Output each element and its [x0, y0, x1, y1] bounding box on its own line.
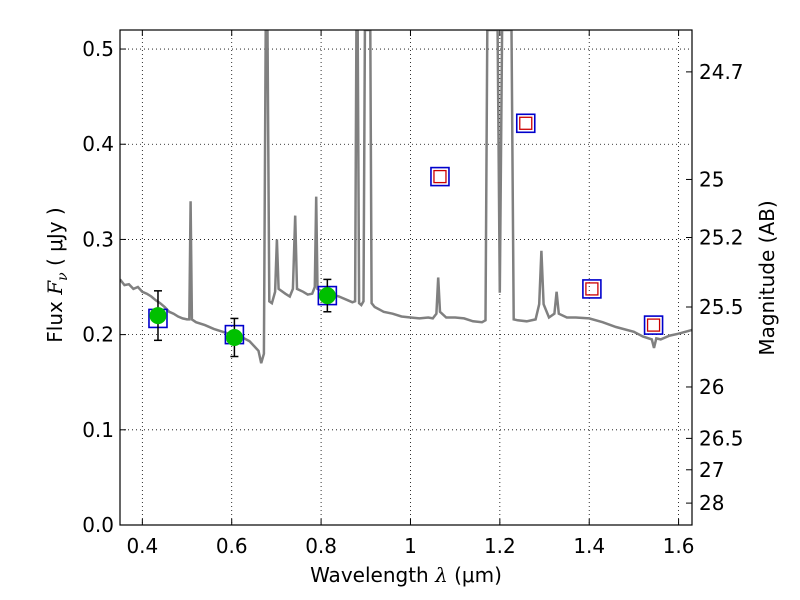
x-tick-label: 1: [404, 534, 417, 558]
upper-limit-marker: [519, 116, 533, 130]
upper-limit-marker: [646, 318, 661, 332]
x-tick-label: 1.2: [484, 534, 516, 558]
x-axis-label: Wavelength λ (μm): [310, 563, 502, 587]
magnitude-tick-label: 25.5: [699, 295, 744, 319]
magnitude-tick-label: 26.5: [699, 426, 744, 450]
upper-limit-marker: [585, 282, 599, 296]
x-tick-label: 0.8: [305, 534, 337, 558]
y-tick-label: 0.1: [82, 418, 114, 442]
x-tick-label: 1.6: [663, 534, 695, 558]
plot-frame: [119, 29, 693, 526]
grid-lines: [120, 30, 692, 526]
observed-point: [318, 287, 336, 305]
observed-point: [225, 328, 243, 346]
spectrum-line: [120, 30, 692, 364]
magnitude-tick-label: 25: [699, 167, 724, 191]
y-tick-label: 0.2: [82, 323, 114, 347]
y2-axis-label: Magnitude (AB): [755, 200, 779, 355]
magnitude-tick-label: 26: [699, 375, 724, 399]
observed-point: [149, 307, 167, 325]
observed-points: [149, 278, 336, 358]
y-axis-ticks: 0.0 0.1 0.2 0.3 0.4 0.5: [82, 37, 126, 537]
y-tick-label: 0.4: [82, 132, 114, 156]
model-box-marker: [582, 279, 602, 299]
plot-area: [120, 30, 692, 364]
y-tick-label: 0.0: [82, 513, 114, 537]
model-box-marker: [430, 166, 450, 187]
x-tick-label: 0.4: [126, 534, 158, 558]
magnitude-tick-label: 24.7: [699, 60, 744, 84]
model-box-marker: [515, 113, 536, 134]
upper-boxes: [433, 116, 661, 332]
model-box-marker: [643, 315, 664, 335]
x-axis-ticks: 0.4 0.6 0.8 1 1.2 1.4 1.6: [126, 30, 695, 558]
upper-limit-marker: [433, 169, 447, 184]
y-tick-label: 0.3: [82, 227, 114, 251]
x-tick-label: 0.6: [216, 534, 248, 558]
magnitude-axis-ticks: 24.7 25 25.2 25.5 26 26.5 27 28: [686, 60, 744, 515]
magnitude-tick-label: 28: [699, 491, 724, 515]
x-tick-label: 1.4: [573, 534, 605, 558]
magnitude-tick-label: 27: [699, 458, 724, 482]
magnitude-tick-label: 25.2: [699, 226, 744, 250]
y-tick-label: 0.5: [82, 37, 114, 61]
y-axis-label: Flux Fν ( μJy ): [43, 207, 71, 342]
model-boxes: [148, 113, 664, 345]
